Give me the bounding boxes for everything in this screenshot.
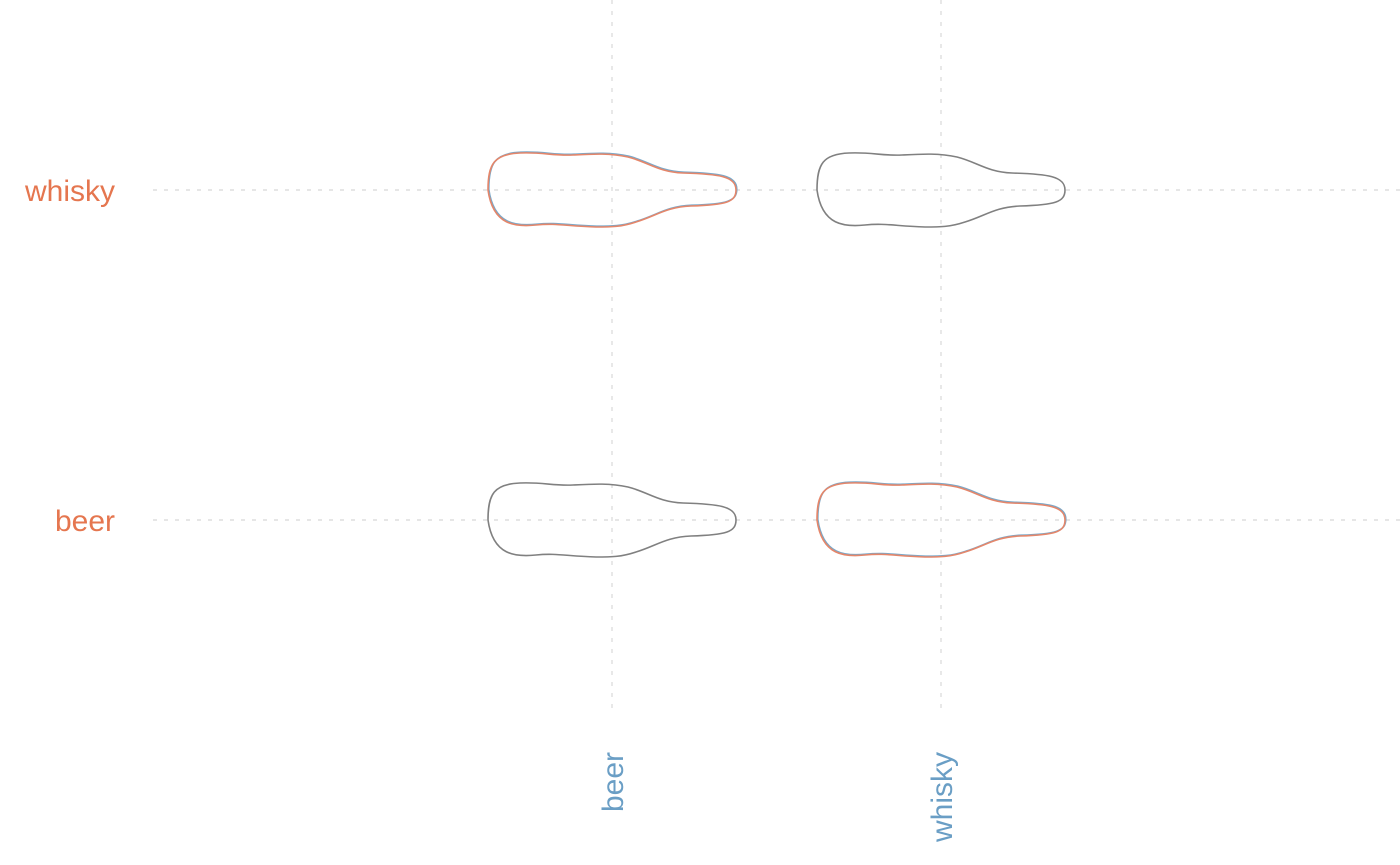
y-tick-label-beer: beer bbox=[55, 505, 115, 538]
bottle-beer-whisky-orange-outline bbox=[487, 152, 737, 228]
grid-lines bbox=[153, 0, 1400, 712]
x-tick-label-whisky: whisky bbox=[926, 752, 959, 843]
bottle-whisky-beer-blue-outline bbox=[817, 481, 1067, 557]
x-tick-label-beer: beer bbox=[597, 752, 630, 812]
bottle-whisky-whisky-outline bbox=[816, 152, 1066, 228]
bottle-beer-beer-outline bbox=[487, 482, 737, 558]
y-tick-label-whisky: whisky bbox=[24, 175, 115, 208]
axis-tick-labels: beer whisky beer whisky bbox=[24, 175, 959, 843]
bottle-beer-whisky-blue-outline bbox=[488, 151, 738, 227]
bottle-whisky-beer-orange-outline bbox=[816, 482, 1066, 558]
bottle-shapes bbox=[487, 151, 1067, 558]
